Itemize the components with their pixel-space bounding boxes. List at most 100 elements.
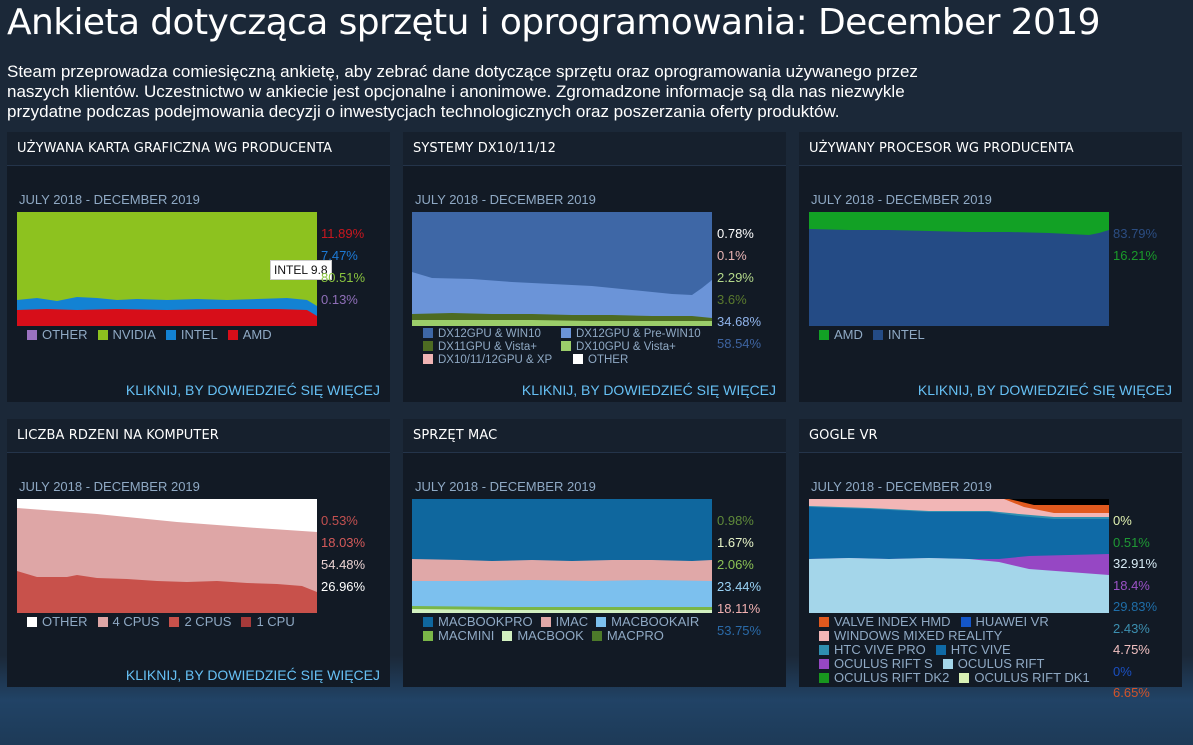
legend-item[interactable]: IMAC	[540, 615, 588, 629]
legend-swatch	[591, 631, 602, 641]
pct-dx10-vista: 2.29%	[717, 270, 754, 285]
legend-item[interactable]: DX12GPU & WIN10	[423, 328, 551, 341]
period-label: JULY 2018 - DECEMBER 2019	[415, 479, 596, 494]
legend-item[interactable]: OCULUS RIFT DK2	[819, 671, 949, 685]
legend-item[interactable]: DX10GPU & Vista+	[561, 341, 676, 354]
pct-dx12-prewin10: 34.68%	[717, 314, 762, 329]
legend-swatch	[97, 617, 108, 627]
legend-item[interactable]: OCULUS RIFT	[942, 657, 1044, 671]
legend-item[interactable]: 1 CPU	[241, 614, 295, 629]
chart-tooltip: INTEL 9.8	[270, 260, 332, 280]
legend-swatch	[165, 330, 176, 340]
learn-more-link[interactable]: KLIKNIJ, BY DOWIEDZIEĆ SIĘ WIĘCEJ	[521, 382, 776, 398]
legend-item[interactable]: HUAWEI VR	[960, 615, 1049, 629]
legend-item[interactable]: HTC VIVE	[935, 643, 1011, 657]
pct-2-cpus: 18.03%	[321, 535, 366, 550]
legend-item[interactable]: MACPRO	[591, 628, 664, 643]
mac-area-chart[interactable]	[412, 499, 712, 613]
legend-swatch	[227, 330, 238, 340]
pct-htc-vive-pro: 2.43%	[1113, 620, 1150, 636]
legend-swatch	[872, 330, 883, 340]
legend-item[interactable]: MACBOOKAIR	[596, 615, 699, 629]
panel-title: LICZBA RDZENI NA KOMPUTER	[7, 419, 390, 453]
legend-swatch	[423, 328, 433, 338]
pct-nvidia: 80.51%	[321, 270, 366, 285]
cores-area-chart[interactable]	[17, 499, 317, 613]
legend-item[interactable]: MACBOOKPRO	[423, 615, 533, 629]
legend-swatch	[596, 617, 607, 627]
pct-dx-xp: 0.1%	[717, 248, 747, 263]
pct-4-cpus: 54.48%	[321, 557, 366, 572]
legend-swatch	[540, 617, 551, 627]
legend-item[interactable]: OTHER	[573, 354, 628, 367]
legend-swatch	[935, 645, 946, 655]
cpu-area-chart[interactable]	[809, 212, 1109, 326]
panel-mac-hardware: SPRZĘT MAC JULY 2018 - DECEMBER 2019 0.9…	[403, 419, 786, 687]
legend-item[interactable]: INTEL	[872, 328, 925, 342]
learn-more-link[interactable]: KLIKNIJ, BY DOWIEDZIEĆ SIĘ WIĘCEJ	[125, 382, 380, 398]
legend-item[interactable]: INTEL	[165, 327, 218, 342]
pct-1-cpu: 0.53%	[321, 513, 358, 528]
legend-label: MACBOOK	[517, 628, 584, 643]
legend-item[interactable]: VALVE INDEX HMD	[819, 615, 951, 629]
legend-label: OCULUS RIFT DK2	[834, 670, 950, 685]
period-label: JULY 2018 - DECEMBER 2019	[811, 192, 992, 207]
gpu-area-chart[interactable]	[17, 212, 317, 326]
legend-swatch	[97, 330, 108, 340]
legend-label: 1 CPU	[256, 614, 295, 629]
panel-cpu-vendor: UŻYWANY PROCESOR WG PRODUCENTA JULY 2018…	[799, 132, 1182, 402]
pct-oculus-rift-s: 18.4%	[1113, 577, 1150, 593]
pct-windows-mr: 4.75%	[1113, 642, 1150, 657]
legend-label: INTEL	[180, 327, 218, 342]
legend-swatch	[502, 631, 513, 641]
panel-title: UŻYWANY PROCESOR WG PRODUCENTA	[799, 132, 1182, 166]
legend-swatch	[423, 631, 433, 641]
legend-item[interactable]: HTC VIVE PRO	[819, 643, 926, 657]
legend-item[interactable]: 2 CPUS	[169, 615, 231, 629]
panel-vr-headsets: GOGLE VR JULY 2018 - DECEMBER 2019 0% 0.…	[799, 419, 1182, 700]
legend-label: OTHER	[588, 354, 629, 366]
legend-item[interactable]: WINDOWS MIXED REALITY	[819, 629, 1002, 643]
percentage-list: 0.78% 0.1% 2.29% 3.6% 34.68% 58.54%	[717, 223, 761, 355]
legend-item[interactable]: MACMINI	[423, 629, 494, 643]
legend-item[interactable]: OTHER	[27, 328, 88, 342]
legend-item[interactable]: MACBOOK	[502, 628, 584, 643]
panel-title: GOGLE VR	[799, 419, 1182, 453]
legend-label: WINDOWS MIXED REALITY	[834, 628, 1003, 643]
pct-macbook: 1.67%	[717, 535, 754, 550]
dx-area-chart[interactable]	[412, 212, 712, 326]
legend-item[interactable]: NVIDIA	[97, 328, 156, 342]
legend-item[interactable]: OTHER	[27, 615, 88, 629]
period-label: JULY 2018 - DECEMBER 2019	[415, 192, 596, 207]
pct-dx12-win10: 58.54%	[717, 336, 762, 351]
panel-cpu-cores: LICZBA RDZENI NA KOMPUTER JULY 2018 - DE…	[7, 419, 390, 687]
legend-item[interactable]: 4 CPUS	[97, 615, 159, 629]
chart-legend: MACBOOKPRO IMAC MACBOOKAIR MACMINI MACBOOK M…	[423, 615, 723, 643]
legend-item[interactable]: DX12GPU & Pre-WIN10	[561, 328, 701, 341]
legend-label: OCULUS RIFT DK1	[974, 670, 1090, 685]
chart-legend: DX12GPU & WIN10 DX12GPU & Pre-WIN10 DX11G…	[423, 328, 723, 367]
legend-label: 2 CPUS	[184, 614, 232, 629]
legend-item[interactable]: AMD	[227, 328, 272, 342]
legend-label: MACBOOKAIR	[611, 614, 700, 629]
legend-label: MACPRO	[606, 628, 664, 643]
legend-item[interactable]: OCULUS RIFT S	[819, 657, 933, 671]
legend-item[interactable]: OCULUS RIFT DK1	[959, 670, 1090, 685]
legend-swatch	[423, 341, 433, 351]
period-label: JULY 2018 - DECEMBER 2019	[19, 479, 200, 494]
pct-other: 0.13%	[321, 292, 358, 307]
learn-more-link[interactable]: KLIKNIJ, BY DOWIEDZIEĆ SIĘ WIĘCEJ	[917, 382, 1172, 398]
learn-more-link[interactable]: KLIKNIJ, BY DOWIEDZIEĆ SIĘ WIĘCEJ	[125, 667, 380, 683]
legend-swatch	[942, 659, 953, 669]
legend-swatch	[561, 328, 571, 338]
legend-item[interactable]: DX11GPU & Vista+	[423, 341, 551, 354]
legend-swatch	[819, 645, 829, 655]
pct-huawei-vr: 0%	[1113, 663, 1132, 679]
legend-item[interactable]: DX10/11/12GPU & XP	[423, 354, 563, 367]
legend-label: OTHER	[42, 614, 88, 629]
pct-amd: 16.21%	[1113, 248, 1158, 263]
pct-other: 26.96%	[321, 579, 366, 594]
legend-item[interactable]: AMD	[819, 328, 863, 342]
vr-area-chart[interactable]	[809, 499, 1109, 613]
period-label: JULY 2018 - DECEMBER 2019	[19, 192, 200, 207]
